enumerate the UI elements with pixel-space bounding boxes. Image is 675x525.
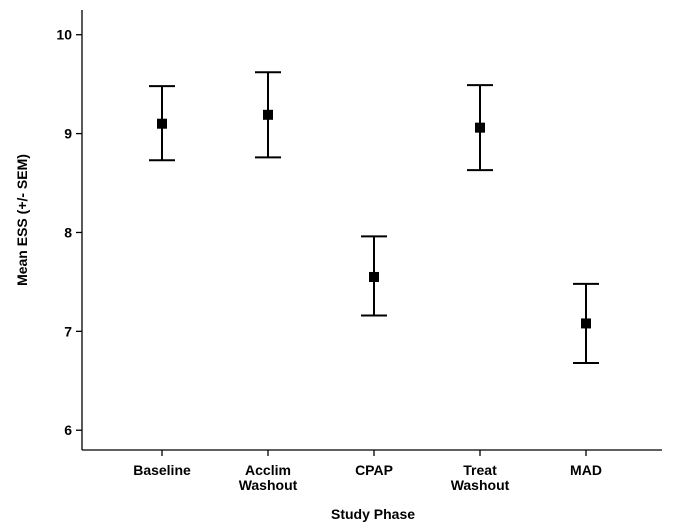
x-tick-label: Baseline	[133, 462, 191, 478]
x-tick-label: Washout	[451, 477, 510, 493]
mean-point	[263, 109, 273, 120]
y-axis-title: Mean ESS (+/- SEM)	[14, 154, 30, 286]
x-tick-label: MAD	[570, 462, 602, 478]
x-axis-title: Study Phase	[331, 506, 415, 522]
y-tick-label: 8	[64, 224, 72, 240]
y-tick-label: 7	[64, 323, 72, 339]
mean-point	[581, 318, 591, 329]
x-tick-label: CPAP	[355, 462, 393, 478]
y-tick-label: 6	[64, 422, 72, 438]
mean-point	[157, 118, 167, 129]
x-tick-label: Treat	[463, 462, 497, 478]
mean-point	[475, 122, 485, 133]
x-tick-label: Washout	[239, 477, 298, 493]
x-tick-label: Acclim	[245, 462, 291, 478]
y-tick-label: 10	[56, 27, 72, 43]
data-marks	[149, 71, 599, 364]
y-tick-label: 9	[64, 126, 72, 142]
mean-point	[369, 271, 379, 282]
